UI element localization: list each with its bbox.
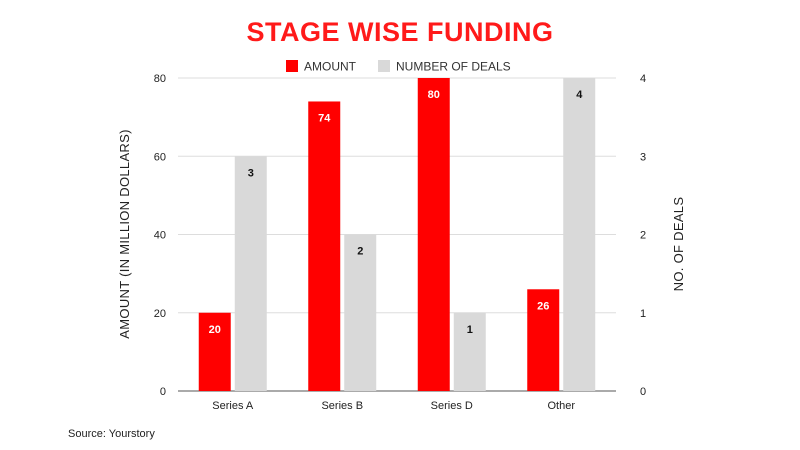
right-tick-label: 3 xyxy=(640,151,646,163)
deals-bar-series-d xyxy=(453,312,486,391)
amount-bar-other xyxy=(527,289,560,391)
amount-bar-series-a xyxy=(198,312,231,391)
right-tick-label: 4 xyxy=(640,73,646,85)
source-note: Source: Yourstory xyxy=(68,428,155,440)
right-tick-label: 1 xyxy=(640,308,646,320)
left-axis-title: AMOUNT (IN MILLION DOLLARS) xyxy=(117,129,132,338)
left-axis-ticks: 0 20 40 60 80 xyxy=(154,73,166,398)
right-tick-label: 2 xyxy=(640,230,646,242)
left-tick-label: 60 xyxy=(154,151,166,163)
deals-data-label: 2 xyxy=(357,246,363,258)
amount-bar-series-b xyxy=(308,101,341,391)
category-label: Series D xyxy=(431,400,473,412)
deals-bar-series-a xyxy=(234,156,267,391)
legend-label-deals: NUMBER OF DEALS xyxy=(396,60,511,74)
right-axis-ticks: 0 1 2 3 4 xyxy=(640,73,646,398)
deals-data-label: 3 xyxy=(248,167,254,179)
category-label: Other xyxy=(547,400,575,412)
deals-bar-other xyxy=(563,78,596,391)
left-tick-label: 80 xyxy=(154,73,166,85)
legend-label-amount: AMOUNT xyxy=(304,60,357,74)
right-axis-title: NO. OF DEALS xyxy=(671,197,686,292)
legend: AMOUNT NUMBER OF DEALS xyxy=(286,60,511,74)
category-label: Series B xyxy=(321,400,363,412)
amount-data-label: 20 xyxy=(209,324,221,336)
deals-data-label: 4 xyxy=(576,89,583,101)
category-label: Series A xyxy=(212,400,254,412)
chart-title: STAGE WISE FUNDING xyxy=(246,17,553,47)
left-tick-label: 20 xyxy=(154,308,166,320)
legend-swatch-amount xyxy=(286,60,298,72)
amount-data-label: 74 xyxy=(318,112,331,124)
deals-bar-series-b xyxy=(344,234,377,391)
right-tick-label: 0 xyxy=(640,386,646,398)
left-tick-label: 0 xyxy=(160,386,166,398)
left-tick-label: 40 xyxy=(154,230,166,242)
category-axis: Series A Series B Series D Other xyxy=(212,400,575,412)
deals-data-label: 1 xyxy=(467,324,473,336)
amount-data-label: 26 xyxy=(537,300,549,312)
amount-data-label: 80 xyxy=(428,89,440,101)
amount-bar-series-d xyxy=(417,78,450,391)
bars: 20 3 74 2 80 1 26 4 xyxy=(198,78,596,391)
legend-swatch-deals xyxy=(378,60,390,72)
